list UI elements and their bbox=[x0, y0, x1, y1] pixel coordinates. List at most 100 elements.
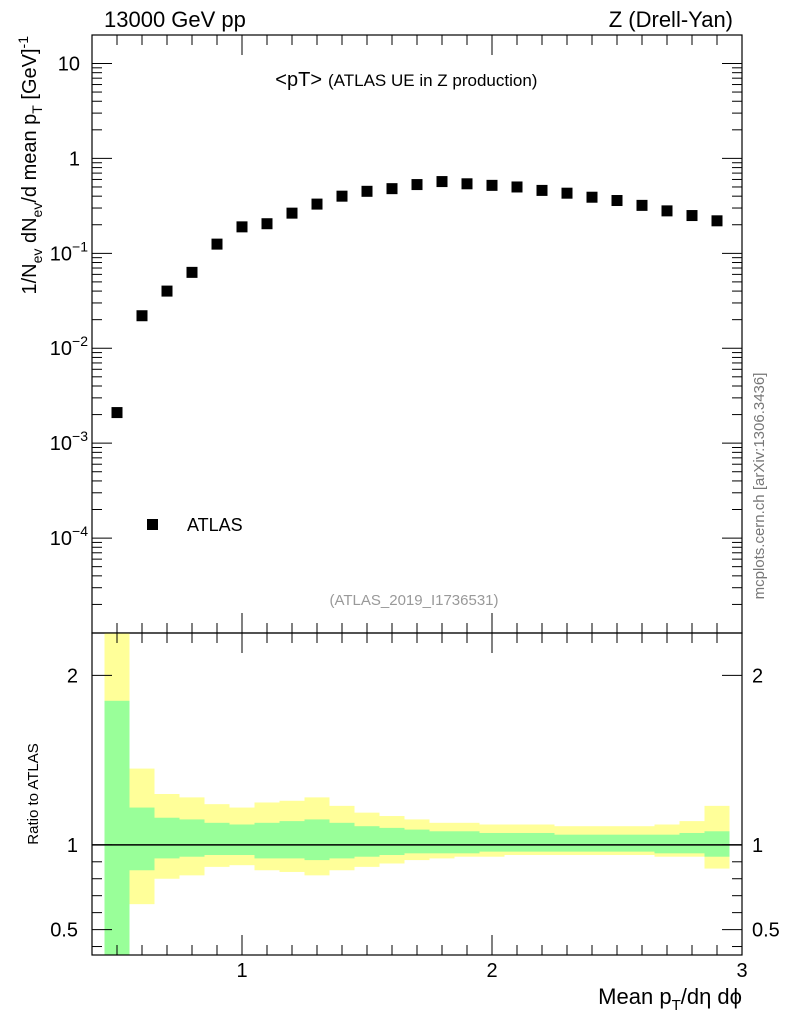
inner-band-bin bbox=[529, 832, 555, 852]
inner-band-bin bbox=[179, 819, 205, 857]
ratio-y-tick-label-right: 2 bbox=[752, 665, 763, 687]
ratio-y-axis-label: Ratio to ATLAS bbox=[25, 743, 42, 844]
y-tick-label: 10−2 bbox=[50, 333, 88, 360]
main-y-axis-label: 1/Nev dNev/d mean pT [GeV]-1 bbox=[15, 36, 45, 295]
xlabel-b: /dη dϕ bbox=[681, 984, 742, 1009]
inner-band-bin bbox=[329, 822, 355, 859]
inner-band-bin bbox=[704, 831, 730, 857]
inner-band-bin bbox=[254, 822, 280, 859]
inner-band-bin bbox=[154, 817, 180, 859]
data-point bbox=[111, 407, 123, 419]
y-tick-label: 10−1 bbox=[50, 238, 88, 265]
inner-band-bin bbox=[479, 832, 505, 852]
ratio-y-tick-label-right: 0.5 bbox=[752, 920, 780, 942]
x-tick-label: 3 bbox=[736, 960, 747, 982]
data-point bbox=[561, 187, 573, 199]
y-tick-label: 10−3 bbox=[50, 428, 88, 455]
inner-band-bin bbox=[579, 834, 605, 852]
chart-subtitle: (ATLAS UE in Z production) bbox=[328, 71, 537, 90]
inner-band-bin bbox=[229, 824, 255, 856]
data-point bbox=[686, 210, 698, 222]
x-tick-label: 2 bbox=[486, 960, 497, 982]
legend: ATLAS bbox=[147, 515, 243, 535]
inner-band-bin bbox=[129, 807, 155, 871]
x-axis-label: Mean pT/dη dϕ bbox=[598, 984, 742, 1014]
data-point bbox=[386, 183, 398, 195]
main-y-tick-labels: 10−4 10−3 10−2 10−1 1 10 bbox=[50, 53, 88, 550]
inner-band-bin bbox=[654, 834, 680, 854]
header-process-label: Z (Drell-Yan) bbox=[609, 7, 733, 32]
inner-band-bin bbox=[379, 827, 405, 856]
y-tick-label: 1 bbox=[69, 148, 80, 170]
ylabel-sup: -1 bbox=[15, 36, 31, 49]
ratio-x-tick-labels: 1 2 3 bbox=[236, 960, 747, 982]
data-point bbox=[586, 191, 598, 203]
x-tick-label: 1 bbox=[236, 960, 247, 982]
ratio-panel: 0.5 0.5 1 1 2 2 1 2 3 Ratio to ATLAS Mean pT/dη… bbox=[25, 632, 780, 1014]
data-point bbox=[286, 207, 298, 219]
ratio-y-tick-label-right: 1 bbox=[752, 835, 763, 857]
data-point bbox=[261, 218, 273, 230]
xlabel-a: Mean p bbox=[598, 984, 671, 1009]
data-point bbox=[161, 285, 173, 297]
data-point bbox=[486, 179, 498, 191]
data-point bbox=[536, 184, 548, 196]
ylabel-tail: [GeV] bbox=[19, 48, 41, 105]
data-point bbox=[336, 190, 348, 202]
ylabel-sub2: ev bbox=[29, 203, 45, 218]
data-point bbox=[136, 310, 148, 322]
data-point bbox=[436, 176, 448, 188]
y-tick-label: 10−4 bbox=[50, 523, 88, 550]
inner-band-bin bbox=[279, 821, 305, 859]
side-source-label: mcplots.cern.ch [arXiv:1306.3436] bbox=[751, 373, 768, 600]
analysis-id-label: (ATLAS_2019_I1736531) bbox=[329, 592, 498, 609]
inner-band-bin bbox=[304, 819, 330, 861]
ylabel-sub1: ev bbox=[29, 249, 45, 264]
data-point bbox=[711, 215, 723, 227]
data-point bbox=[611, 195, 623, 207]
ratio-uncertainty-bands bbox=[104, 633, 730, 955]
inner-band-bin bbox=[454, 831, 480, 854]
data-point bbox=[411, 179, 423, 191]
ratio-axis-ticks bbox=[92, 633, 743, 955]
ylabel-mid2: /d mean p bbox=[19, 114, 41, 203]
ratio-y-tick-label-left: 2 bbox=[67, 665, 78, 687]
data-point bbox=[236, 221, 248, 233]
main-plot-frame bbox=[91, 34, 743, 634]
legend-label-atlas: ATLAS bbox=[187, 515, 243, 535]
data-point bbox=[186, 266, 198, 278]
inner-band-bin bbox=[629, 834, 655, 852]
inner-band-bin bbox=[604, 834, 630, 852]
ratio-plot-frame bbox=[91, 632, 743, 956]
inner-band-bin bbox=[354, 826, 380, 857]
ylabel-mid: dN bbox=[19, 217, 41, 248]
inner-band-bin bbox=[554, 834, 580, 852]
main-data-points bbox=[111, 176, 723, 419]
data-point bbox=[511, 181, 523, 193]
data-point bbox=[661, 205, 673, 217]
ratio-y-tick-label-left: 1 bbox=[67, 835, 78, 857]
legend-marker bbox=[147, 519, 158, 530]
main-panel: 10−4 10−3 10−2 10−1 1 10 <pT> (ATLAS UE in Z … bbox=[15, 34, 743, 634]
y-tick-label: 10 bbox=[58, 53, 80, 75]
inner-band-bin bbox=[204, 822, 230, 856]
inner-band-bin bbox=[679, 832, 705, 854]
ratio-y-tick-label-left: 0.5 bbox=[50, 920, 78, 942]
inner-band-bin bbox=[104, 700, 130, 955]
ylabel-main: 1/N bbox=[19, 263, 41, 294]
data-point bbox=[211, 238, 223, 250]
inner-band-bin bbox=[404, 829, 430, 854]
main-axis-ticks bbox=[92, 35, 743, 634]
data-point bbox=[361, 185, 373, 197]
xlabel-sub: T bbox=[672, 997, 681, 1014]
inner-band-bin bbox=[504, 832, 530, 852]
ratio-y-tick-labels: 0.5 0.5 1 1 2 2 bbox=[50, 665, 780, 941]
header-energy-label: 13000 GeV pp bbox=[104, 7, 246, 32]
ylabel-sub3: T bbox=[29, 105, 45, 114]
data-point bbox=[461, 178, 473, 190]
chart-title: <pT> bbox=[275, 69, 322, 91]
inner-band-bin bbox=[429, 831, 455, 854]
data-point bbox=[311, 198, 323, 210]
data-point bbox=[636, 199, 648, 211]
